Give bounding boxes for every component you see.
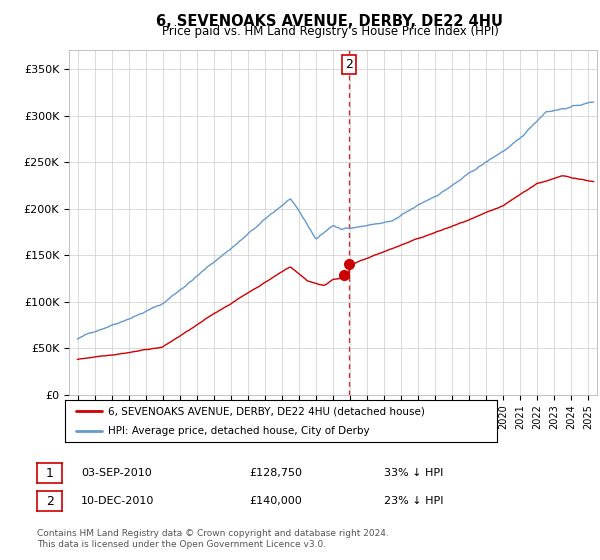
Text: 23% ↓ HPI: 23% ↓ HPI bbox=[384, 496, 443, 506]
Text: £140,000: £140,000 bbox=[249, 496, 302, 506]
Text: 2: 2 bbox=[345, 58, 353, 71]
Text: 6, SEVENOAKS AVENUE, DERBY, DE22 4HU (detached house): 6, SEVENOAKS AVENUE, DERBY, DE22 4HU (de… bbox=[108, 407, 425, 416]
Text: 2: 2 bbox=[46, 494, 54, 508]
Text: 33% ↓ HPI: 33% ↓ HPI bbox=[384, 468, 443, 478]
Text: 10-DEC-2010: 10-DEC-2010 bbox=[81, 496, 154, 506]
Text: 03-SEP-2010: 03-SEP-2010 bbox=[81, 468, 152, 478]
Text: Contains HM Land Registry data © Crown copyright and database right 2024.
This d: Contains HM Land Registry data © Crown c… bbox=[37, 529, 389, 549]
Text: Price paid vs. HM Land Registry's House Price Index (HPI): Price paid vs. HM Land Registry's House … bbox=[161, 25, 499, 38]
Text: 6, SEVENOAKS AVENUE, DERBY, DE22 4HU: 6, SEVENOAKS AVENUE, DERBY, DE22 4HU bbox=[157, 14, 503, 29]
Text: HPI: Average price, detached house, City of Derby: HPI: Average price, detached house, City… bbox=[108, 427, 370, 436]
Text: £128,750: £128,750 bbox=[249, 468, 302, 478]
Text: 1: 1 bbox=[46, 466, 54, 480]
